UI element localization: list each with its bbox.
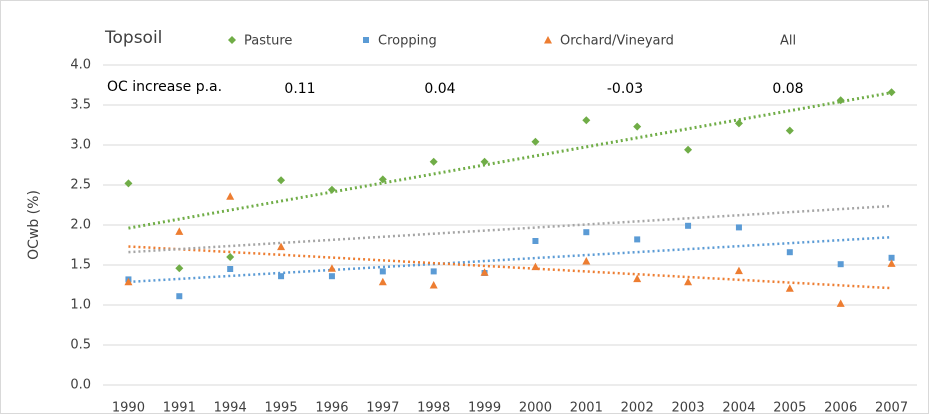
x-tick-label: 2005 xyxy=(773,401,806,414)
y-tick-label: 3.5 xyxy=(70,98,91,113)
point xyxy=(277,176,286,185)
point xyxy=(328,273,335,280)
trend-line xyxy=(128,245,892,290)
legend-label: Cropping xyxy=(378,34,437,49)
point xyxy=(429,157,438,166)
point xyxy=(786,249,793,256)
point xyxy=(429,281,438,289)
point xyxy=(633,274,642,283)
y-tick-label: 2.0 xyxy=(70,218,91,233)
y-tick-label: 1.5 xyxy=(70,258,91,273)
point xyxy=(226,253,235,261)
point xyxy=(684,277,693,286)
point xyxy=(227,266,234,272)
chart-title: Topsoil xyxy=(104,28,162,48)
point xyxy=(378,175,387,184)
point xyxy=(887,259,896,267)
point xyxy=(634,236,641,243)
x-tick-label: 2007 xyxy=(875,401,908,414)
point xyxy=(175,264,184,273)
y-tick-label: 0.5 xyxy=(70,338,91,353)
point xyxy=(531,262,540,271)
point xyxy=(378,277,387,286)
point xyxy=(734,266,743,275)
x-tick-label: 1998 xyxy=(417,401,450,414)
x-tick-label: 2001 xyxy=(570,401,603,414)
legend-label: Orchard/Vineyard xyxy=(560,34,674,49)
legend-label: All xyxy=(780,34,796,49)
y-tick-label: 1.0 xyxy=(70,298,91,313)
y-tick-label: 2.5 xyxy=(70,178,91,193)
point xyxy=(277,242,286,251)
point xyxy=(480,268,489,276)
point xyxy=(124,179,133,188)
rate-label: 0.08 xyxy=(772,81,803,97)
point xyxy=(124,277,133,286)
point xyxy=(226,192,235,200)
y-tick-label: 0.0 xyxy=(70,378,91,393)
point xyxy=(278,273,285,280)
point xyxy=(785,284,794,292)
point xyxy=(175,227,184,235)
legend-label: Pasture xyxy=(244,34,292,49)
point xyxy=(532,238,539,244)
point xyxy=(582,116,591,125)
x-tick-label: 2006 xyxy=(824,401,857,414)
point xyxy=(735,224,742,231)
x-tick-label: 2004 xyxy=(722,401,755,414)
point xyxy=(887,88,896,97)
annotation: OC increase p.a. xyxy=(107,79,222,95)
x-tick-label: 1995 xyxy=(265,401,298,414)
legend-marker xyxy=(228,36,236,44)
x-tick-label: 1994 xyxy=(214,401,247,414)
x-tick-label: 1990 xyxy=(112,401,145,414)
rate-label: 0.11 xyxy=(284,81,315,97)
point xyxy=(836,299,845,307)
point xyxy=(785,126,794,135)
x-tick-label: 1997 xyxy=(366,401,399,414)
y-tick-label: 4.0 xyxy=(70,58,91,73)
y-axis-label: OCwb (%) xyxy=(26,190,42,260)
point xyxy=(582,257,591,265)
point xyxy=(837,261,844,268)
point xyxy=(531,137,540,146)
point xyxy=(684,145,693,154)
x-tick-label: 2002 xyxy=(621,401,654,414)
point xyxy=(327,264,336,272)
point xyxy=(836,96,845,105)
point xyxy=(583,229,590,236)
point xyxy=(633,122,642,131)
point xyxy=(327,185,336,194)
y-tick-label: 3.0 xyxy=(70,138,91,153)
point xyxy=(734,119,743,128)
x-tick-label: 1991 xyxy=(163,401,196,414)
x-tick-label: 2000 xyxy=(519,401,552,414)
trend-line xyxy=(128,91,892,230)
x-tick-label: 1996 xyxy=(315,401,348,414)
point xyxy=(379,268,386,275)
point xyxy=(430,268,437,275)
rate-label: -0.03 xyxy=(607,81,643,97)
legend-marker xyxy=(544,36,552,44)
point xyxy=(480,157,489,166)
point xyxy=(176,293,183,300)
rate-label: 0.04 xyxy=(424,81,455,97)
x-tick-label: 2003 xyxy=(672,401,705,414)
x-tick-label: 1999 xyxy=(468,401,501,414)
point xyxy=(685,222,692,229)
point xyxy=(888,254,895,261)
legend-marker xyxy=(363,37,369,43)
